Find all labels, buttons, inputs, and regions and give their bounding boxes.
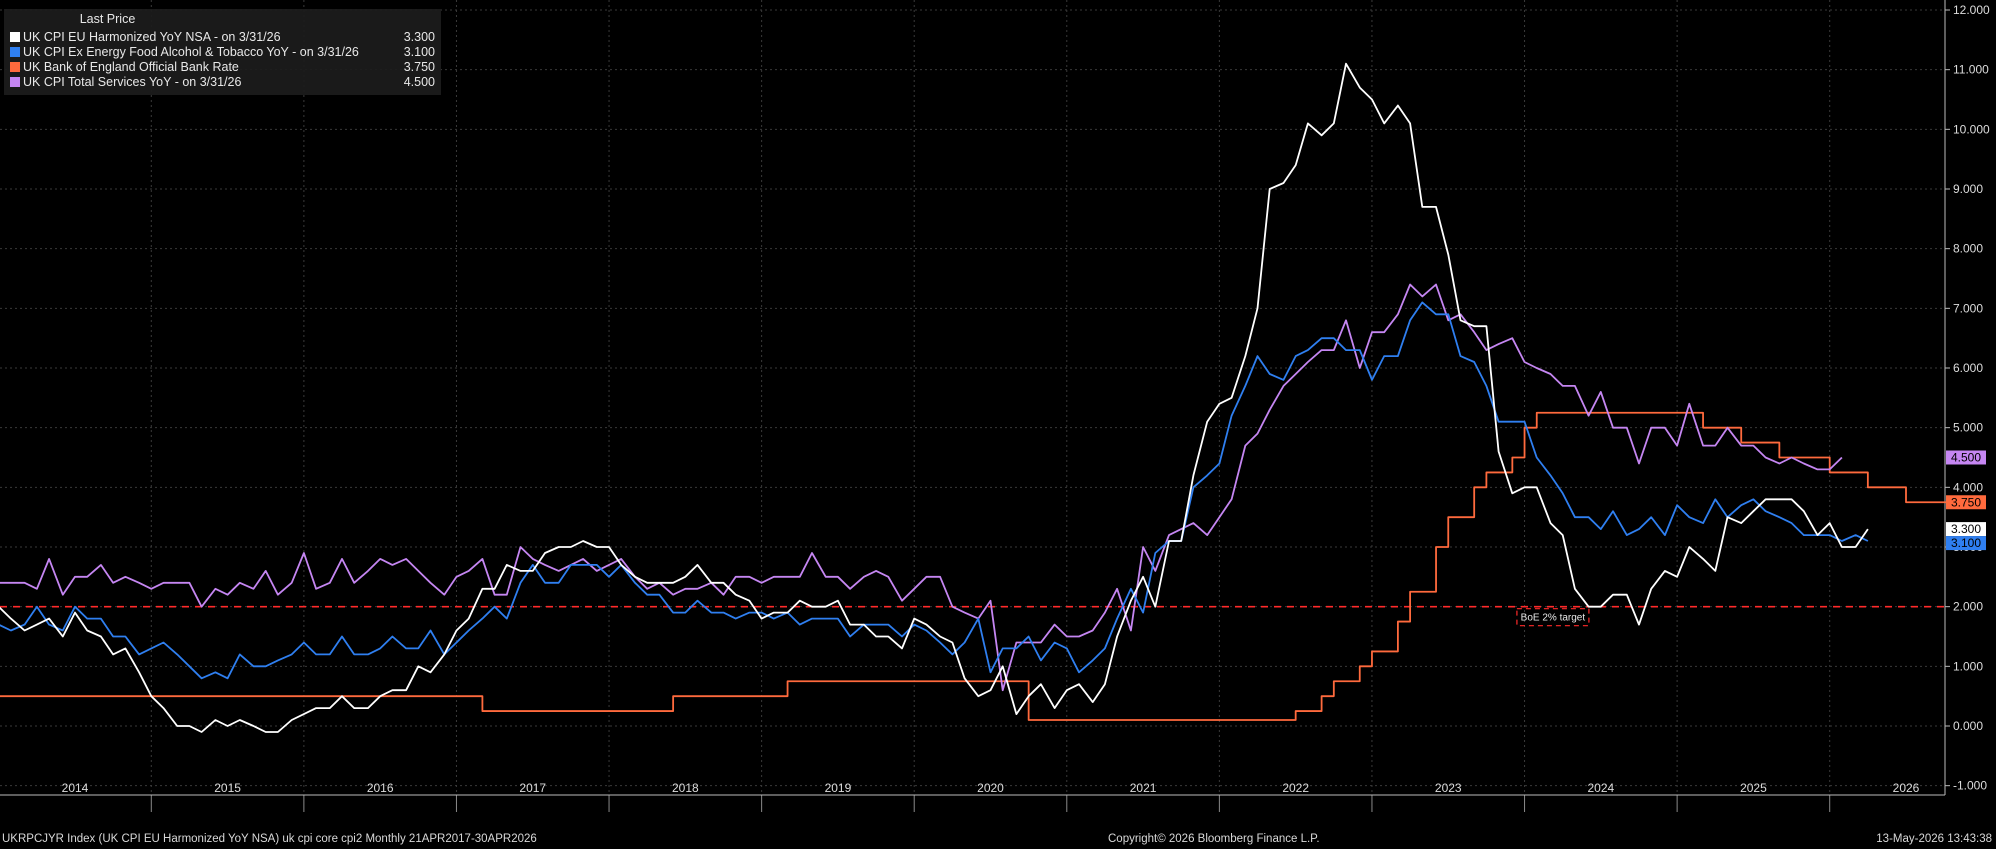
series-line-headline-cpi — [0, 62, 1869, 733]
x-axis: 2014 2015 2016 2017 2018 2019 2020 2021 2022 2023… — [0, 781, 1945, 812]
x-year-label: 2022 — [1282, 781, 1309, 795]
y-tick-label: 9.000 — [1953, 182, 1983, 196]
legend-header: Last Price — [79, 12, 136, 26]
end-label-text: 4.500 — [1951, 451, 1981, 465]
legend: Last Price UK CPI EU Harmonized YoY NSA … — [4, 9, 441, 95]
x-year-label: 2025 — [1740, 781, 1767, 795]
end-label-text: 3.750 — [1951, 495, 1981, 509]
x-year-label: 2017 — [519, 781, 546, 795]
legend-value: 3.750 — [403, 60, 435, 74]
end-label-bg — [1946, 450, 1986, 465]
y-tick-label: 11.000 — [1953, 63, 1989, 77]
y-tick-label: 12.000 — [1953, 3, 1990, 17]
y-tick-label: 2.000 — [1953, 600, 1983, 614]
x-year-label: 2015 — [214, 781, 241, 795]
y-tick-label: 8.000 — [1953, 242, 1983, 256]
legend-entry-hicp: UK CPI EU Harmonized YoY NSA - on 3/31/2… — [10, 30, 435, 45]
legend-value: 3.100 — [403, 45, 435, 59]
legend-value: 4.500 — [403, 75, 435, 89]
legend-value: 3.300 — [403, 30, 435, 44]
legend-label: UK CPI Total Services YoY - on 3/31/26 — [23, 75, 242, 89]
y-tick-label: -1.000 — [1953, 779, 1987, 793]
series-line-services-cpi — [0, 283, 1843, 692]
x-year-label: 2019 — [825, 781, 852, 795]
series-line-bank-rate — [0, 411, 1952, 721]
legend-swatch — [10, 77, 20, 87]
y-tick-label: 0.000 — [1953, 719, 1983, 733]
target-line: BoE 2% target — [0, 605, 1945, 627]
x-year-label: 2023 — [1435, 781, 1462, 795]
y-axis: -1.0000.0001.0002.0003.0004.0005.0006.00… — [1944, 0, 1990, 795]
legend-swatch — [10, 47, 20, 57]
legend-label: UK CPI Ex Energy Food Alcohol & Tobacco … — [23, 45, 359, 59]
grid-lines — [0, 0, 1945, 795]
legend-swatch — [10, 32, 20, 42]
end-label-text: 3.100 — [1951, 536, 1981, 550]
series-line-core-cpi — [0, 301, 1869, 680]
footer-copyright: Copyright© 2026 Bloomberg Finance L.P. — [1108, 833, 1320, 845]
target-label-box — [1516, 608, 1590, 627]
end-label-bg — [1946, 536, 1986, 551]
y-tick-label: 7.000 — [1953, 301, 1983, 315]
legend-entry-bank-rate: UK Bank of England Official Bank Rate 3.… — [10, 60, 435, 75]
legend-label: UK Bank of England Official Bank Rate — [23, 60, 239, 74]
footer-timestamp: 13-May-2026 13:43:38 — [1876, 833, 1992, 845]
footer-ticker-description: UKRPCJYR Index (UK CPI EU Harmonized YoY… — [2, 833, 537, 845]
legend-label: UK CPI EU Harmonized YoY NSA - on 3/31/2… — [23, 30, 281, 44]
end-label-bg — [1946, 522, 1986, 537]
y-tick-label: 5.000 — [1953, 421, 1983, 435]
y-tick-label: 10.000 — [1953, 122, 1990, 136]
x-year-label: 2016 — [367, 781, 394, 795]
target-label: BoE 2% target — [1521, 613, 1586, 624]
x-year-label: 2021 — [1130, 781, 1157, 795]
y-tick-label: 4.000 — [1953, 480, 1983, 494]
series-lines — [0, 62, 1952, 733]
x-year-label: 2024 — [1587, 781, 1614, 795]
x-year-label: 2020 — [977, 781, 1004, 795]
y-tick-label: 1.000 — [1953, 659, 1983, 673]
end-label-text: 3.300 — [1951, 522, 1981, 536]
y-tick-label: 6.000 — [1953, 361, 1983, 375]
x-year-label: 2018 — [672, 781, 699, 795]
x-year-label: 2026 — [1893, 781, 1920, 795]
end-label-bg — [1946, 495, 1986, 510]
legend-swatch — [10, 62, 20, 72]
legend-entry-core: UK CPI Ex Energy Food Alcohol & Tobacco … — [10, 45, 435, 60]
legend-entry-services: UK CPI Total Services YoY - on 3/31/26 4… — [10, 75, 435, 90]
x-year-label: 2014 — [62, 781, 89, 795]
